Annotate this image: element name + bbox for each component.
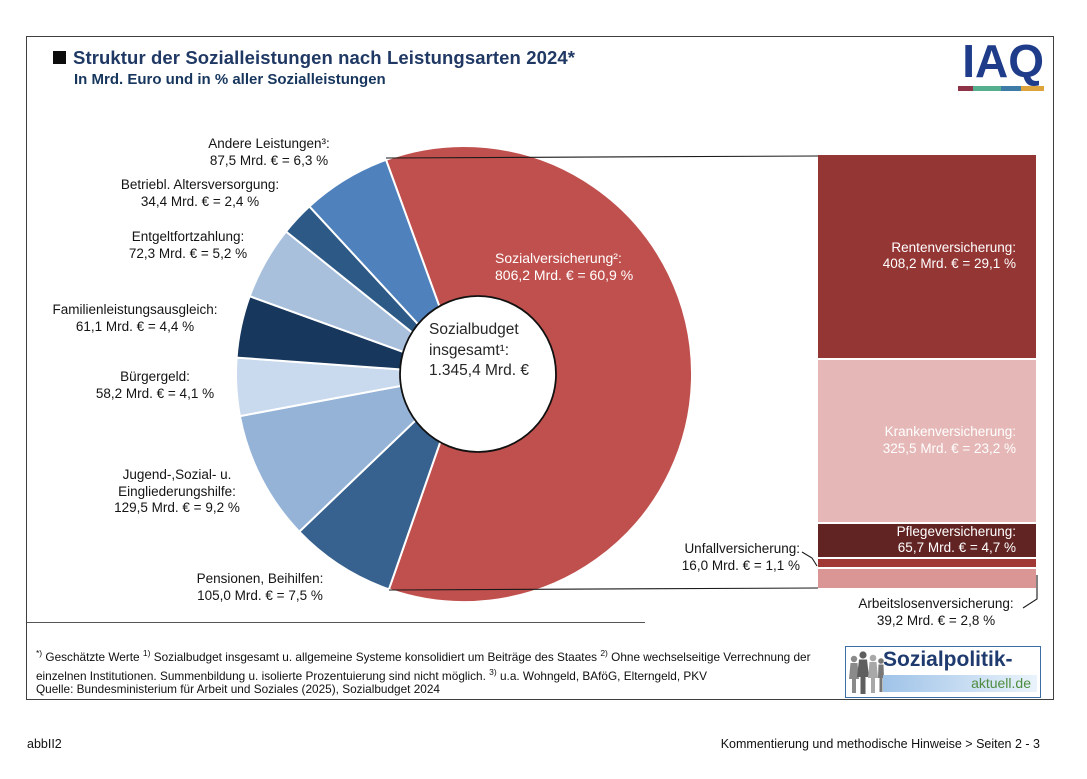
slice-label-line: 34,4 Mrd. € = 2,4 %	[140, 193, 260, 209]
slice-label-line: Sozialversicherung²:	[495, 250, 622, 266]
iaq-logo: IAQ	[948, 38, 1044, 91]
iaq-underline-segment	[1001, 86, 1021, 91]
footnote-marker: 1)	[142, 648, 151, 658]
footnote-text: Geschätzte Werte	[42, 649, 143, 664]
iaq-underline-segment	[958, 86, 973, 91]
footer-note: Kommentierung und methodische Hinweise >…	[720, 737, 1040, 751]
bar-segment-krankenversicherung: Krankenversicherung: 325,5 Mrd. € = 23,2 …	[818, 359, 1036, 522]
bar-segment-label-rentenversicherung: Rentenversicherung: 408,2 Mrd. € = 29,1 %	[882, 239, 1016, 272]
people-silhouettes-icon	[849, 651, 884, 694]
figure-header: Struktur der Sozialleistungen nach Leist…	[53, 47, 575, 69]
figure-id-label: abbII2	[27, 737, 62, 751]
slice-label-line: 105,0 Mrd. € = 7,5 %	[197, 587, 323, 603]
center-label-line3: 1.345,4 Mrd. €	[429, 362, 529, 379]
series-line-bottom	[388, 587, 819, 591]
footnote-marker: *)	[36, 648, 43, 658]
sozialpolitik-logo-text: Sozialpolitik-	[883, 648, 1013, 671]
center-label-line2: insgesamt¹:	[429, 341, 510, 359]
slice-label-betriebliche-altersversorgung: Betriebl. Altersversorgung: 34,4 Mrd. € …	[110, 177, 290, 210]
slice-label-familienleistungsausgleich: Familienleistungsausgleich: 61,1 Mrd. € …	[35, 302, 235, 335]
footnotes: *) Geschätzte Werte 1) Sozialbudget insg…	[36, 646, 844, 685]
slice-label-sozialversicherung: Sozialversicherung²: 806,2 Mrd. € = 60,9…	[495, 250, 633, 284]
unfallversicherung-leader-line	[801, 551, 818, 567]
bar-label-unfallversicherung: Unfallversicherung: 16,0 Mrd. € = 1,1 %	[648, 541, 800, 574]
sozialpolitik-aktuell-logo: Sozialpolitik- aktuell.de	[845, 646, 1041, 698]
bar-segment-label-pflegeversicherung: Pflegeversicherung: 65,7 Mrd. € = 4,7 %	[896, 523, 1016, 556]
slice-label-andere-leistungen: Andere Leistungen³: 87,5 Mrd. € = 6,3 %	[184, 136, 354, 169]
bar-segment-rentenversicherung: Rentenversicherung: 408,2 Mrd. € = 29,1 %	[818, 155, 1036, 358]
page-subtitle: In Mrd. Euro und in % aller Sozialleistu…	[74, 71, 386, 88]
donut-hole	[399, 295, 557, 453]
bar-segment-unfallversicherung	[818, 558, 1036, 567]
center-label-line1: Sozialbudget	[429, 321, 519, 338]
slice-label-line: Bürgergeld:	[120, 369, 190, 384]
slice-label-line: Entgeltfortzahlung:	[131, 229, 245, 244]
slice-label-line: 72,3 Mrd. € = 5,2 %	[128, 245, 248, 261]
donut-center-label: Sozialbudget insgesamt¹: 1.345,4 Mrd. €	[429, 320, 529, 382]
slice-label-line: Jugend-,Sozial- u.	[122, 467, 232, 482]
iaq-logo-text: IAQ	[962, 35, 1044, 87]
pie-slice-jugend-sozial-eingliederungshilfe	[238, 372, 468, 534]
bar-label-line: 16,0 Mrd. € = 1,1 %	[681, 557, 800, 573]
bar-label-line: Arbeitslosenversicherung:	[858, 596, 1014, 611]
slice-label-line: Betriebl. Altersversorgung:	[120, 177, 280, 192]
sozialpolitik-logo-bar: aktuell.de	[883, 675, 1037, 692]
source-line: Quelle: Bundesministerium für Arbeit und…	[36, 682, 440, 696]
bar-label-line: Unfallversicherung:	[684, 541, 800, 556]
sozialpolitik-logo-domain: aktuell.de	[971, 675, 1031, 691]
slice-label-line: Familienleistungsausgleich:	[52, 302, 218, 317]
bar-segment-pflegeversicherung: Pflegeversicherung: 65,7 Mrd. € = 4,7 %	[818, 524, 1036, 557]
bar-of-pie-stack: Rentenversicherung: 408,2 Mrd. € = 29,1 %…	[818, 155, 1036, 589]
bar-label-line: 39,2 Mrd. € = 2,8 %	[876, 612, 996, 628]
page-title: Struktur der Sozialleistungen nach Leist…	[73, 47, 576, 68]
slice-label-line: 806,2 Mrd. € = 60,9 %	[495, 267, 634, 283]
bar-segment-arbeitslosenversicherung	[818, 568, 1036, 589]
slice-label-line: Eingliederungshilfe:	[118, 483, 236, 499]
footnote-divider-line	[27, 622, 645, 623]
footnote-marker: 3)	[489, 667, 497, 678]
slice-label-pensionen-beihilfen: Pensionen, Beihilfen: 105,0 Mrd. € = 7,5…	[160, 571, 360, 604]
footnote-text: Sozialbudget insgesamt u. allgemeine Sys…	[150, 649, 601, 664]
title-bullet-square-icon	[53, 51, 66, 64]
bar-label-arbeitslosenversicherung: Arbeitslosenversicherung: 39,2 Mrd. € = …	[836, 596, 1036, 629]
iaq-underline-segment	[973, 86, 1001, 91]
footnote-text: Ohne wechselseitige Verrechnung der einz…	[36, 649, 811, 684]
slice-label-line: 87,5 Mrd. € = 6,3 %	[209, 152, 329, 168]
slice-label-line: 129,5 Mrd. € = 9,2 %	[114, 500, 240, 515]
iaq-logo-underline	[958, 86, 1044, 91]
series-line-top	[385, 155, 819, 159]
footnote-marker: 2)	[600, 648, 608, 658]
bar-segment-label-krankenversicherung: Krankenversicherung: 325,5 Mrd. € = 23,2 …	[882, 424, 1016, 456]
slice-label-entgeltfortzahlung: Entgeltfortzahlung: 72,3 Mrd. € = 5,2 %	[98, 229, 278, 262]
slice-label-jugend-sozial-eingliederungshilfe: Jugend-,Sozial- u. Eingliederungshilfe: …	[77, 467, 277, 517]
slice-label-buergergeld: Bürgergeld: 58,2 Mrd. € = 4,1 %	[55, 369, 255, 402]
slice-label-line: Andere Leistungen³:	[208, 136, 330, 151]
iaq-underline-segment	[1021, 86, 1044, 91]
slice-label-line: 61,1 Mrd. € = 4,4 %	[75, 318, 195, 334]
arbeitslosenversicherung-leader-line	[1022, 575, 1038, 609]
footnote-text: u.a. Wohngeld, BAföG, Elterngeld, PKV	[496, 669, 707, 684]
slice-label-line: Pensionen, Beihilfen:	[196, 571, 324, 586]
slice-label-line: 58,2 Mrd. € = 4,1 %	[95, 385, 215, 401]
